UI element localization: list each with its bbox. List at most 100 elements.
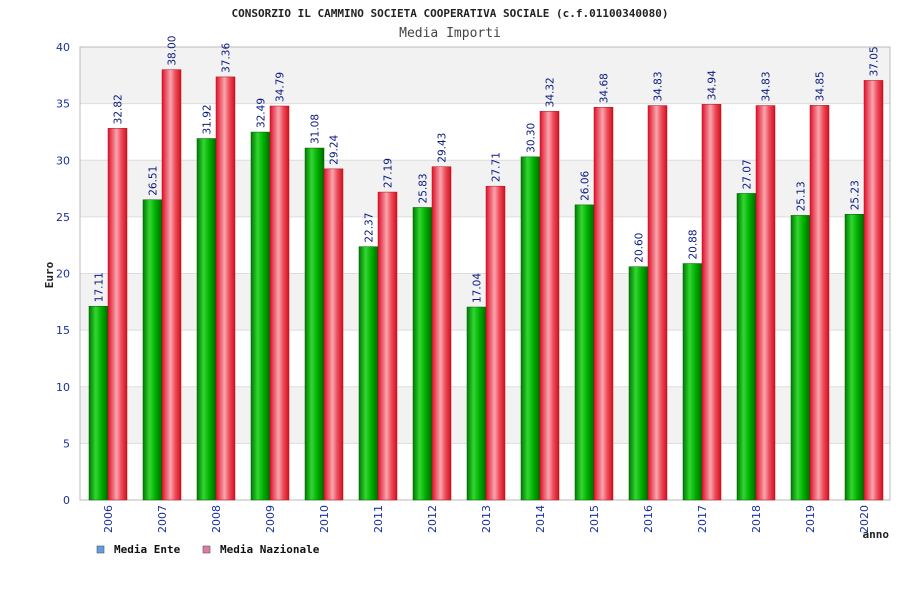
y-tick-label: 5 — [63, 437, 70, 450]
bar-value-label: 30.30 — [526, 123, 538, 153]
y-tick-label: 20 — [56, 268, 70, 281]
bar-media-nazionale — [755, 105, 776, 501]
bar-value-label: 25.13 — [796, 181, 808, 211]
x-tick-label: 2008 — [210, 505, 223, 533]
bar-value-label: 29.43 — [437, 133, 449, 163]
bar-media-nazionale — [647, 105, 668, 501]
x-tick-label: 2007 — [156, 505, 169, 533]
bar-value-label: 27.71 — [491, 152, 503, 182]
bar-value-label: 20.88 — [688, 229, 700, 259]
bar-value-label: 38.00 — [167, 36, 179, 66]
bar-value-label: 25.83 — [418, 173, 430, 203]
x-tick-label: 2016 — [642, 505, 655, 533]
bar-media-ente — [88, 305, 109, 501]
x-tick-label: 2017 — [696, 505, 709, 533]
bar-value-label: 34.32 — [545, 77, 557, 107]
legend: Media Ente Media Nazionale — [96, 543, 320, 556]
bar-media-nazionale — [161, 69, 182, 501]
bar-value-label: 34.83 — [761, 71, 773, 101]
bar-media-ente — [250, 131, 271, 501]
bars — [88, 69, 884, 501]
y-tick-label: 10 — [56, 381, 70, 394]
bar-media-ente — [574, 204, 595, 501]
bar-value-label: 34.79 — [275, 72, 287, 102]
bar-media-ente — [196, 138, 217, 501]
bar-media-nazionale — [539, 111, 560, 501]
bar-media-ente — [682, 263, 703, 501]
bar-value-label: 17.04 — [472, 273, 484, 303]
x-tick-label: 2012 — [426, 505, 439, 533]
bar-value-label: 31.92 — [202, 104, 214, 134]
legend-label-media-ente: Media Ente — [114, 543, 181, 556]
bar-value-label: 34.94 — [707, 70, 719, 100]
bar-value-label: 34.85 — [815, 71, 827, 101]
legend-item-media-nazionale: Media Nazionale — [202, 543, 320, 556]
y-tick-label: 0 — [63, 494, 70, 507]
bar-media-nazionale — [107, 128, 128, 501]
x-tick-label: 2014 — [534, 505, 547, 533]
x-tick-label: 2020 — [858, 505, 871, 533]
bar-value-label: 25.23 — [850, 180, 862, 210]
bar-value-label: 27.07 — [742, 159, 754, 189]
bar-value-label: 34.83 — [653, 71, 665, 101]
x-tick-label: 2011 — [372, 505, 385, 533]
bar-media-ente — [358, 246, 379, 501]
bar-media-nazionale — [593, 106, 614, 501]
plot-band — [80, 47, 890, 104]
chart-subtitle: Media Importi — [399, 26, 501, 41]
bar-media-ente — [466, 306, 487, 501]
legend-swatch-media-ente — [96, 545, 105, 554]
bar-media-nazionale — [323, 168, 344, 501]
bar-value-label: 29.24 — [329, 134, 341, 164]
bar-media-ente — [304, 147, 325, 501]
x-tick-label: 2019 — [804, 505, 817, 533]
bar-media-ente — [628, 266, 649, 501]
bar-media-nazionale — [377, 191, 398, 501]
legend-label-media-nazionale: Media Nazionale — [220, 543, 320, 556]
bar-media-nazionale — [701, 104, 722, 501]
bar-labels: 17.11 32.82 26.51 38.00 31.92 37.36 32.49 34.79… — [94, 36, 881, 303]
x-axis-ticks: 2006 2007 2008 2009 2010 2011 2012 2013 2014 2015… — [102, 505, 871, 533]
y-tick-label: 30 — [56, 154, 70, 167]
legend-swatch-media-nazionale — [202, 545, 211, 554]
x-tick-label: 2010 — [318, 505, 331, 533]
bar-value-label: 34.68 — [599, 73, 611, 103]
bar-media-nazionale — [269, 105, 290, 501]
y-tick-label: 25 — [56, 211, 70, 224]
legend-item-media-ente: Media Ente — [96, 543, 181, 556]
bar-value-label: 31.08 — [310, 114, 322, 144]
bar-media-ente — [736, 193, 757, 501]
bar-value-label: 20.60 — [634, 233, 646, 263]
y-axis-label: Euro — [43, 261, 56, 288]
bar-media-nazionale — [431, 166, 452, 501]
bar-value-label: 32.82 — [113, 94, 125, 124]
y-axis-ticks: 0 5 10 15 20 25 30 35 40 — [56, 41, 70, 507]
bar-value-label: 26.51 — [148, 166, 160, 196]
bar-value-label: 22.37 — [364, 213, 376, 243]
bar-media-ente — [142, 199, 163, 501]
x-tick-label: 2015 — [588, 505, 601, 533]
bar-value-label: 32.49 — [256, 98, 268, 128]
bar-value-label: 37.36 — [221, 43, 233, 73]
bar-media-ente — [412, 207, 433, 501]
bar-media-nazionale — [485, 185, 506, 501]
bar-media-nazionale — [215, 76, 236, 501]
y-tick-label: 15 — [56, 324, 70, 337]
bar-value-label: 26.06 — [580, 170, 592, 200]
bar-media-ente — [790, 215, 811, 501]
x-tick-label: 2006 — [102, 505, 115, 533]
bar-media-ente — [520, 156, 541, 501]
bar-media-nazionale — [809, 105, 830, 501]
x-tick-label: 2018 — [750, 505, 763, 533]
y-tick-label: 40 — [56, 41, 70, 54]
y-tick-label: 35 — [56, 98, 70, 111]
bar-value-label: 27.19 — [383, 158, 395, 188]
x-tick-label: 2013 — [480, 505, 493, 533]
x-axis-label: anno — [863, 528, 890, 541]
bar-media-nazionale — [863, 80, 884, 501]
bar-media-ente — [844, 214, 865, 501]
x-tick-label: 2009 — [264, 505, 277, 533]
bar-value-label: 37.05 — [869, 46, 881, 76]
bar-value-label: 17.11 — [94, 272, 106, 302]
